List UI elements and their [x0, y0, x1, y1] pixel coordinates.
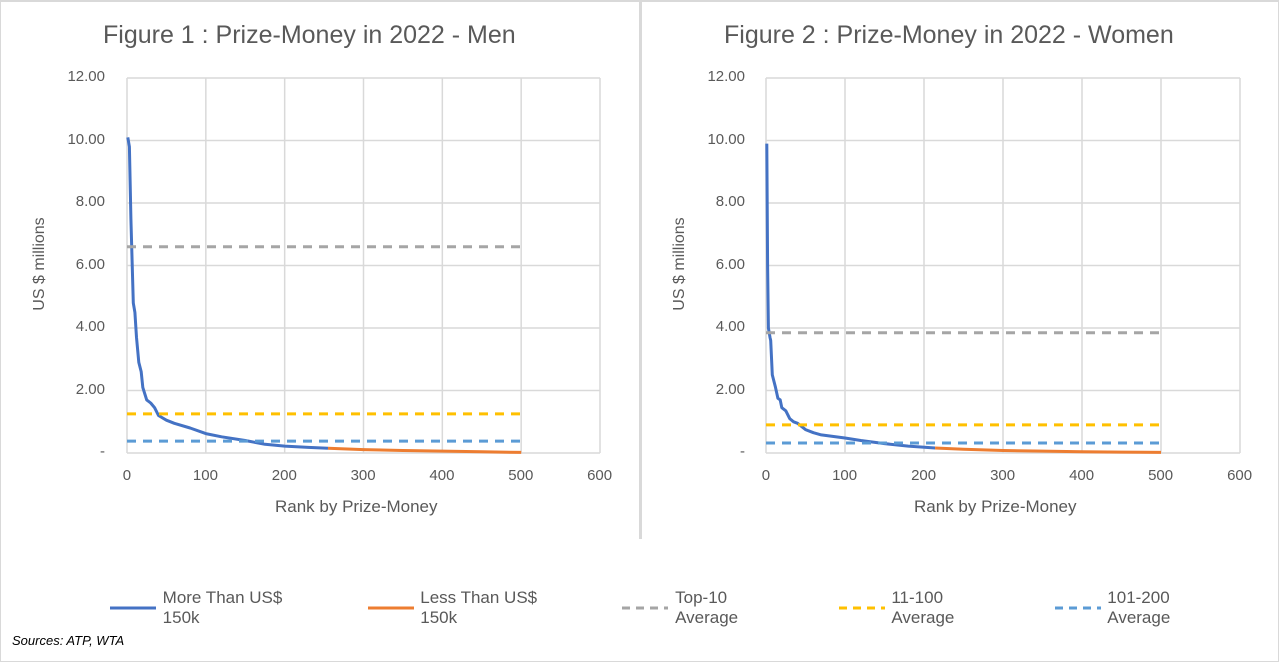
chart-title: Figure 2 : Prize-Money in 2022 - Women — [724, 21, 1174, 49]
legend-item: 101-200 Average — [1053, 588, 1233, 628]
x-tick-label: 500 — [1148, 467, 1174, 484]
legend-label: 101-200 Average — [1107, 588, 1171, 627]
y-tick-label: 6.00 — [75, 255, 105, 273]
legend-item: Top-10 Average — [620, 588, 790, 628]
legend-item: Less Than US$ 150k — [366, 588, 575, 628]
x-tick-label: 200 — [271, 467, 297, 484]
top-border — [0, 0, 1279, 2]
dashed-line-swatch-icon — [838, 606, 885, 610]
x-tick-label: 100 — [832, 467, 858, 484]
y-tick-label: 10.00 — [67, 130, 105, 148]
y-tick-label: - — [100, 443, 105, 460]
y-tick-label: 2.00 — [715, 380, 745, 398]
y-tick-label: 6.00 — [715, 255, 745, 273]
x-tick-label: 400 — [429, 467, 455, 484]
legend-label: Less Than US$ 150k — [420, 588, 538, 627]
series-line — [327, 446, 522, 454]
legend-label: Top-10 Average — [675, 588, 739, 627]
y-tick-label: 12.00 — [707, 68, 745, 85]
x-axis-label: Rank by Prize-Money — [275, 497, 438, 516]
dashed-line-swatch-icon — [622, 606, 669, 610]
series-line — [126, 137, 329, 450]
series-line — [765, 143, 936, 450]
legend-item: More Than US$ 150k — [108, 588, 320, 628]
x-tick-label: 500 — [508, 467, 534, 484]
y-tick-label: 4.00 — [75, 318, 105, 335]
legend: More Than US$ 150k Less Than US$ 150k Top-… — [108, 588, 1279, 628]
y-tick-label: 8.00 — [75, 193, 105, 210]
x-tick-label: 300 — [990, 467, 1016, 484]
y-axis-label: US $ millions — [671, 217, 688, 311]
y-tick-label: 4.00 — [715, 318, 745, 335]
x-tick-label: 400 — [1069, 467, 1095, 484]
y-tick-label: 12.00 — [67, 68, 105, 85]
y-tick-label: 2.00 — [75, 380, 105, 398]
x-tick-label: 200 — [911, 467, 937, 484]
solid-line-swatch-icon — [367, 606, 414, 610]
legend-label: More Than US$ 150k — [162, 588, 283, 627]
legend-label: 11-100 Average — [891, 588, 955, 627]
panel-divider — [639, 2, 642, 539]
y-tick-label: - — [740, 443, 745, 460]
x-axis-label: Rank by Prize-Money — [914, 497, 1077, 516]
dashed-line-swatch-icon — [1054, 606, 1101, 610]
x-tick-label: 100 — [192, 467, 218, 484]
series-line — [935, 446, 1162, 454]
chart-title: Figure 1 : Prize-Money in 2022 - Men — [103, 21, 516, 49]
legend-item: 11-100 Average — [837, 588, 1007, 628]
x-tick-label: 0 — [761, 467, 771, 484]
x-tick-label: 0 — [122, 467, 132, 484]
y-tick-label: 10.00 — [707, 130, 745, 148]
x-tick-label: 600 — [1227, 467, 1253, 484]
source-note: Sources: ATP, WTA — [12, 633, 125, 648]
x-tick-label: 300 — [350, 467, 376, 484]
solid-line-swatch-icon — [110, 606, 156, 610]
x-tick-label: 600 — [587, 467, 613, 484]
y-tick-label: 8.00 — [715, 193, 745, 210]
